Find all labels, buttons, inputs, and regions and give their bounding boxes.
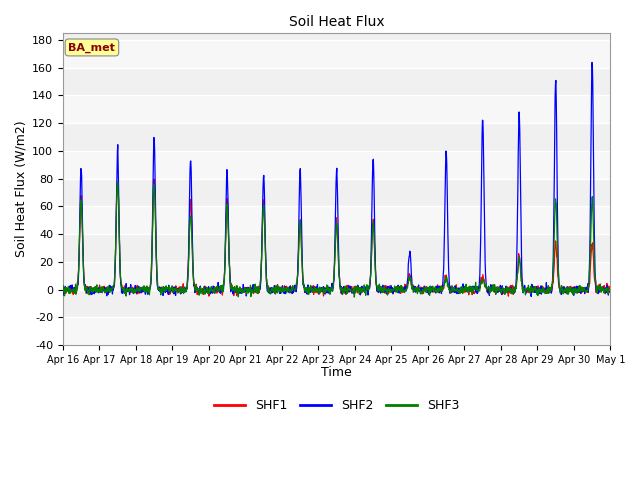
Bar [63, 317, 611, 345]
Title: Soil Heat Flux: Soil Heat Flux [289, 15, 385, 29]
Bar [63, 96, 611, 123]
X-axis label: Time: Time [321, 366, 352, 379]
Bar [63, 40, 611, 68]
Y-axis label: Soil Heat Flux (W/m2): Soil Heat Flux (W/m2) [15, 121, 28, 257]
Bar [63, 206, 611, 234]
Legend: SHF1, SHF2, SHF3: SHF1, SHF2, SHF3 [209, 394, 465, 417]
Bar [63, 262, 611, 290]
Bar [63, 151, 611, 179]
Text: BA_met: BA_met [68, 42, 115, 53]
